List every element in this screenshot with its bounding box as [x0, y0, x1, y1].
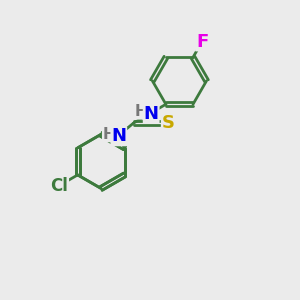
Text: Cl: Cl	[50, 176, 68, 194]
Text: F: F	[196, 32, 208, 50]
Text: S: S	[162, 114, 175, 132]
Text: H: H	[103, 127, 116, 142]
Text: N: N	[144, 105, 159, 123]
Text: N: N	[111, 128, 126, 146]
Text: H: H	[135, 104, 148, 119]
